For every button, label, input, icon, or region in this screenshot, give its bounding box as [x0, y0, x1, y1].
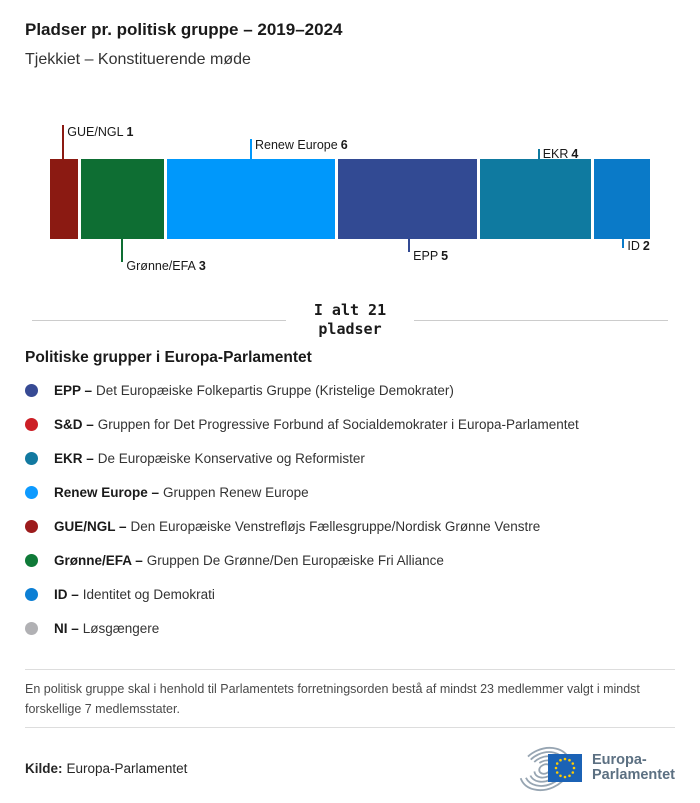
ep-logo-text: Europa- Parlamentet	[591, 752, 675, 783]
bar-segment-epp	[337, 159, 477, 239]
callout-label-renew-europe: Renew Europe 6	[255, 138, 348, 152]
legend-item-text: NI – Løsgængere	[54, 620, 160, 636]
legend-item-text: EPP – Det Europæiske Folkepartis Gruppe (…	[54, 382, 454, 398]
legend-item: Grønne/EFA – Gruppen De Grønne/Den Europæ…	[0, 543, 700, 577]
legend-dot	[25, 553, 38, 567]
bar-segment-id	[594, 159, 650, 239]
callout-label-epp: EPP 5	[413, 249, 449, 263]
legend-heading: Politiske grupper i Europa-Parlamentet	[25, 349, 312, 366]
callout-line-gue-ngl	[62, 125, 65, 159]
bar-segment-ekr	[479, 159, 592, 239]
ep-logo: Europa- Parlamentet	[517, 742, 675, 794]
legend-item-text: ID – Identitet og Demokrati	[54, 586, 215, 602]
source-value: Europa-Parlamentet	[66, 760, 188, 776]
footer-divider-top	[25, 669, 675, 670]
callout-label-gue-ngl: GUE/NGL 1	[67, 125, 134, 139]
bar-segment-gr-nne-efa	[80, 159, 165, 239]
source-text: Kilde: Europa-Parlamentet	[25, 761, 187, 776]
legend-list: EPP – Det Europæiske Folkepartis Gruppe (…	[0, 373, 700, 645]
divider-right	[414, 319, 668, 321]
source-row: Kilde: Europa-Parlamentet Europa- Parlamen…	[25, 742, 675, 794]
legend-dot	[25, 417, 38, 431]
legend-item: ID – Identitet og Demokrati	[0, 577, 700, 611]
eu-flag-icon	[547, 754, 582, 782]
seats-stacked-bar-chart: GUE/NGL 1 Grønne/EFA 3 Renew Europe 6 EPP 5 EKR 4…	[0, 117, 700, 289]
footer-divider-bottom	[25, 727, 675, 728]
bar-segment-renew-europe	[167, 159, 335, 239]
source-label: Kilde:	[25, 760, 63, 776]
legend-dot	[25, 485, 38, 499]
callout-label-gr-nne-efa: Grønne/EFA 3	[126, 259, 206, 273]
divider-left	[32, 319, 286, 321]
page-title: Pladser pr. politisk gruppe – 2019–2024	[25, 20, 343, 39]
legend-item-text: Grønne/EFA – Gruppen De Grønne/Den Europæ…	[54, 552, 444, 568]
callout-line-gr-nne-efa	[121, 239, 124, 262]
legend-item: NI – Løsgængere	[0, 611, 700, 645]
legend-dot	[25, 451, 38, 465]
legend-item: Renew Europe – Gruppen Renew Europe	[0, 475, 700, 509]
total-seats-row: I alt 21 pladser	[0, 301, 700, 339]
page-subtitle: Tjekkiet – Konstituerende møde	[25, 51, 251, 68]
callout-line-epp	[408, 239, 411, 252]
legend-dot	[25, 519, 38, 533]
callout-label-ekr: EKR 4	[542, 147, 579, 161]
legend-dot	[25, 383, 38, 397]
callout-line-id	[622, 239, 625, 248]
legend-item-text: GUE/NGL – Den Europæiske Venstrefløjs Fæl…	[54, 518, 541, 534]
callout-line-ekr	[537, 149, 540, 159]
total-seats-label: I alt 21 pladser	[313, 301, 387, 338]
legend-item: EPP – Det Europæiske Folkepartis Gruppe (…	[0, 373, 700, 407]
legend-item-text: Renew Europe – Gruppen Renew Europe	[54, 484, 309, 500]
legend-item: GUE/NGL – Den Europæiske Venstrefløjs Fæl…	[0, 509, 700, 543]
legend-dot	[25, 587, 38, 601]
footer-note: En politisk gruppe skal i henhold til Pa…	[25, 682, 640, 716]
callout-label-id: ID 2	[627, 239, 650, 253]
legend-item-text: S&D – Gruppen for Det Progressive Forbund…	[54, 416, 579, 432]
stacked-bar	[50, 159, 650, 239]
legend-dot	[25, 621, 38, 635]
hemicycle-icon	[518, 746, 582, 792]
legend-item: S&D – Gruppen for Det Progressive Forbund…	[0, 407, 700, 441]
bar-segment-gue-ngl	[50, 159, 78, 239]
legend-item: EKR – De Europæiske Konservative og Refor…	[0, 441, 700, 475]
legend-item-text: EKR – De Europæiske Konservative og Refor…	[54, 450, 365, 466]
callout-line-renew-europe	[250, 139, 252, 159]
